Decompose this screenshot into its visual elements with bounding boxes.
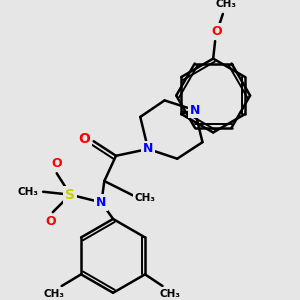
Text: CH₃: CH₃ bbox=[215, 0, 236, 9]
Text: O: O bbox=[46, 215, 56, 228]
Text: CH₃: CH₃ bbox=[17, 187, 38, 197]
Text: O: O bbox=[51, 157, 62, 170]
Text: CH₃: CH₃ bbox=[135, 193, 156, 202]
Text: N: N bbox=[96, 196, 106, 209]
Text: O: O bbox=[212, 25, 222, 38]
Text: O: O bbox=[78, 132, 90, 146]
Text: N: N bbox=[190, 103, 200, 117]
Text: S: S bbox=[65, 188, 75, 202]
Text: N: N bbox=[143, 142, 153, 155]
Text: CH₃: CH₃ bbox=[44, 289, 64, 299]
Text: CH₃: CH₃ bbox=[160, 289, 181, 299]
